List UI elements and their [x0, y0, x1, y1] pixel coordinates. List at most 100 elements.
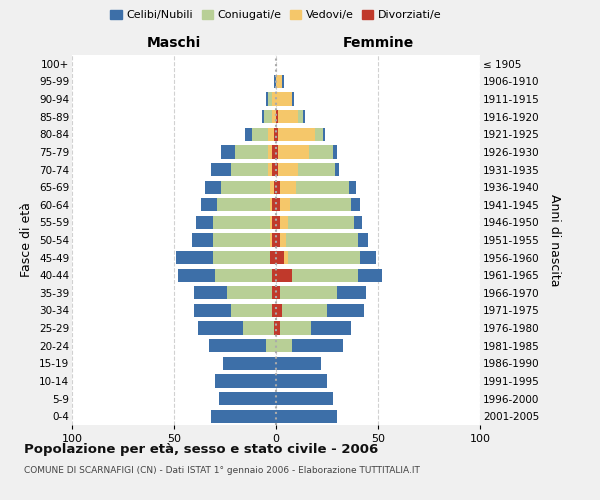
Bar [270, 251, 276, 264]
Bar [264, 110, 272, 124]
Bar [193, 234, 213, 246]
Bar [280, 198, 290, 211]
Text: Maschi: Maschi [147, 36, 201, 50]
Bar [298, 163, 335, 176]
Bar [276, 286, 280, 300]
Bar [245, 128, 251, 141]
Bar [213, 251, 270, 264]
Bar [274, 180, 276, 194]
Bar [231, 304, 272, 317]
Text: Femmine: Femmine [343, 36, 413, 50]
Bar [337, 286, 366, 300]
Bar [276, 146, 278, 158]
Bar [205, 180, 221, 194]
Bar [278, 163, 298, 176]
Bar [276, 92, 292, 106]
Bar [282, 75, 284, 88]
Bar [209, 339, 266, 352]
Bar [200, 198, 217, 211]
Bar [227, 286, 272, 300]
Bar [278, 110, 298, 124]
Bar [268, 128, 274, 141]
Bar [276, 198, 280, 211]
Bar [266, 92, 268, 106]
Y-axis label: Fasce di età: Fasce di età [20, 202, 34, 278]
Bar [358, 234, 368, 246]
Bar [284, 251, 288, 264]
Bar [270, 198, 272, 211]
Bar [268, 163, 272, 176]
Bar [278, 128, 315, 141]
Y-axis label: Anni di nascita: Anni di nascita [548, 194, 561, 286]
Bar [272, 198, 276, 211]
Bar [223, 356, 276, 370]
Bar [274, 128, 276, 141]
Bar [272, 268, 276, 282]
Bar [280, 322, 311, 334]
Bar [276, 128, 278, 141]
Bar [335, 163, 339, 176]
Bar [276, 216, 280, 229]
Bar [323, 128, 325, 141]
Bar [276, 304, 282, 317]
Bar [276, 374, 327, 388]
Bar [276, 356, 321, 370]
Bar [280, 216, 288, 229]
Bar [219, 392, 276, 405]
Bar [298, 110, 302, 124]
Bar [274, 75, 276, 88]
Bar [296, 180, 349, 194]
Bar [315, 128, 323, 141]
Bar [358, 268, 382, 282]
Bar [194, 304, 231, 317]
Bar [268, 146, 272, 158]
Bar [276, 339, 292, 352]
Bar [276, 392, 333, 405]
Bar [266, 339, 276, 352]
Bar [221, 180, 270, 194]
Text: COMUNE DI SCARNAFIGI (CN) - Dati ISTAT 1° gennaio 2006 - Elaborazione TUTTITALIA: COMUNE DI SCARNAFIGI (CN) - Dati ISTAT 1… [24, 466, 420, 475]
Bar [211, 163, 231, 176]
Bar [272, 92, 276, 106]
Bar [272, 216, 276, 229]
Bar [280, 234, 286, 246]
Text: Popolazione per età, sesso e stato civile - 2006: Popolazione per età, sesso e stato civil… [24, 442, 378, 456]
Bar [213, 216, 270, 229]
Bar [211, 410, 276, 423]
Bar [280, 180, 296, 194]
Bar [311, 322, 352, 334]
Bar [235, 146, 268, 158]
Bar [274, 322, 276, 334]
Bar [352, 198, 359, 211]
Bar [221, 146, 235, 158]
Bar [215, 268, 272, 282]
Bar [262, 110, 264, 124]
Bar [288, 251, 359, 264]
Bar [278, 146, 308, 158]
Bar [276, 163, 278, 176]
Bar [276, 180, 280, 194]
Bar [292, 268, 358, 282]
Bar [282, 304, 327, 317]
Bar [353, 216, 362, 229]
Bar [268, 92, 272, 106]
Bar [215, 374, 276, 388]
Bar [178, 268, 215, 282]
Bar [251, 128, 268, 141]
Bar [199, 322, 244, 334]
Bar [213, 234, 270, 246]
Bar [272, 286, 276, 300]
Bar [231, 163, 268, 176]
Bar [270, 234, 272, 246]
Bar [308, 146, 333, 158]
Bar [333, 146, 337, 158]
Bar [276, 110, 278, 124]
Bar [290, 198, 352, 211]
Bar [272, 304, 276, 317]
Bar [272, 146, 276, 158]
Bar [292, 92, 295, 106]
Legend: Celibi/Nubili, Coniugati/e, Vedovi/e, Divorziati/e: Celibi/Nubili, Coniugati/e, Vedovi/e, Di… [106, 6, 446, 25]
Bar [244, 322, 274, 334]
Bar [276, 75, 282, 88]
Bar [280, 286, 337, 300]
